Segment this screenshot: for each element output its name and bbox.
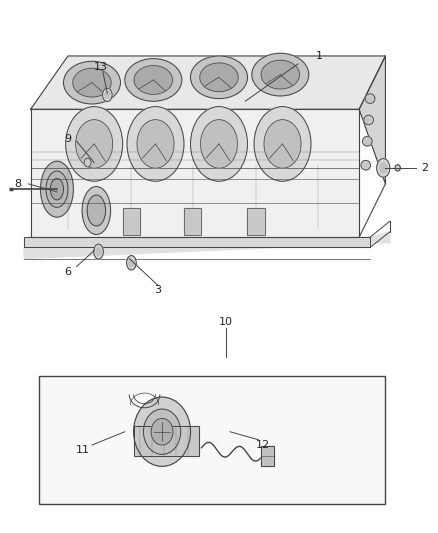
Ellipse shape	[254, 107, 311, 181]
Ellipse shape	[377, 159, 390, 177]
Ellipse shape	[129, 259, 134, 266]
Ellipse shape	[191, 107, 247, 181]
Ellipse shape	[252, 53, 309, 96]
Ellipse shape	[361, 160, 371, 170]
Ellipse shape	[46, 171, 68, 207]
Bar	[184, 208, 201, 235]
Ellipse shape	[64, 61, 120, 104]
Text: 2: 2	[421, 163, 428, 173]
Bar	[247, 208, 265, 235]
Bar	[39, 376, 385, 504]
Text: 6: 6	[64, 267, 71, 277]
Ellipse shape	[134, 397, 191, 466]
Bar	[261, 446, 274, 466]
Polygon shape	[24, 237, 370, 247]
Text: 13: 13	[94, 62, 108, 71]
Ellipse shape	[363, 136, 372, 146]
Ellipse shape	[364, 115, 374, 125]
Bar	[123, 208, 140, 235]
Ellipse shape	[82, 187, 110, 235]
Bar	[134, 426, 199, 456]
Ellipse shape	[127, 107, 184, 181]
Ellipse shape	[102, 88, 112, 102]
Ellipse shape	[143, 409, 180, 454]
Text: 11: 11	[76, 446, 90, 455]
Ellipse shape	[125, 59, 182, 101]
Text: 10: 10	[219, 318, 233, 327]
Text: 8: 8	[14, 179, 21, 189]
Bar	[184, 208, 201, 235]
Text: 1: 1	[316, 51, 323, 61]
Text: 12: 12	[256, 440, 270, 450]
Bar	[247, 208, 265, 235]
Ellipse shape	[73, 68, 111, 97]
Ellipse shape	[40, 161, 74, 217]
Text: 3: 3	[154, 286, 161, 295]
Ellipse shape	[151, 418, 173, 445]
Ellipse shape	[261, 60, 300, 89]
Ellipse shape	[134, 66, 173, 94]
Ellipse shape	[191, 56, 247, 99]
Bar	[123, 208, 140, 235]
Polygon shape	[24, 232, 390, 259]
Polygon shape	[31, 109, 359, 237]
Circle shape	[395, 165, 400, 171]
Ellipse shape	[201, 120, 237, 168]
Polygon shape	[31, 56, 385, 109]
Ellipse shape	[50, 179, 64, 200]
Ellipse shape	[380, 163, 387, 173]
Ellipse shape	[87, 195, 106, 226]
Ellipse shape	[264, 120, 301, 168]
Polygon shape	[359, 56, 385, 184]
Ellipse shape	[365, 94, 375, 103]
Ellipse shape	[76, 120, 113, 168]
Text: 9: 9	[64, 134, 71, 143]
Ellipse shape	[127, 256, 136, 270]
Ellipse shape	[96, 247, 101, 255]
Ellipse shape	[94, 244, 103, 259]
Ellipse shape	[105, 91, 110, 99]
Circle shape	[84, 158, 91, 167]
Bar	[134, 426, 199, 456]
Ellipse shape	[66, 107, 123, 181]
Bar	[261, 446, 274, 466]
Ellipse shape	[137, 120, 174, 168]
Ellipse shape	[200, 63, 238, 92]
